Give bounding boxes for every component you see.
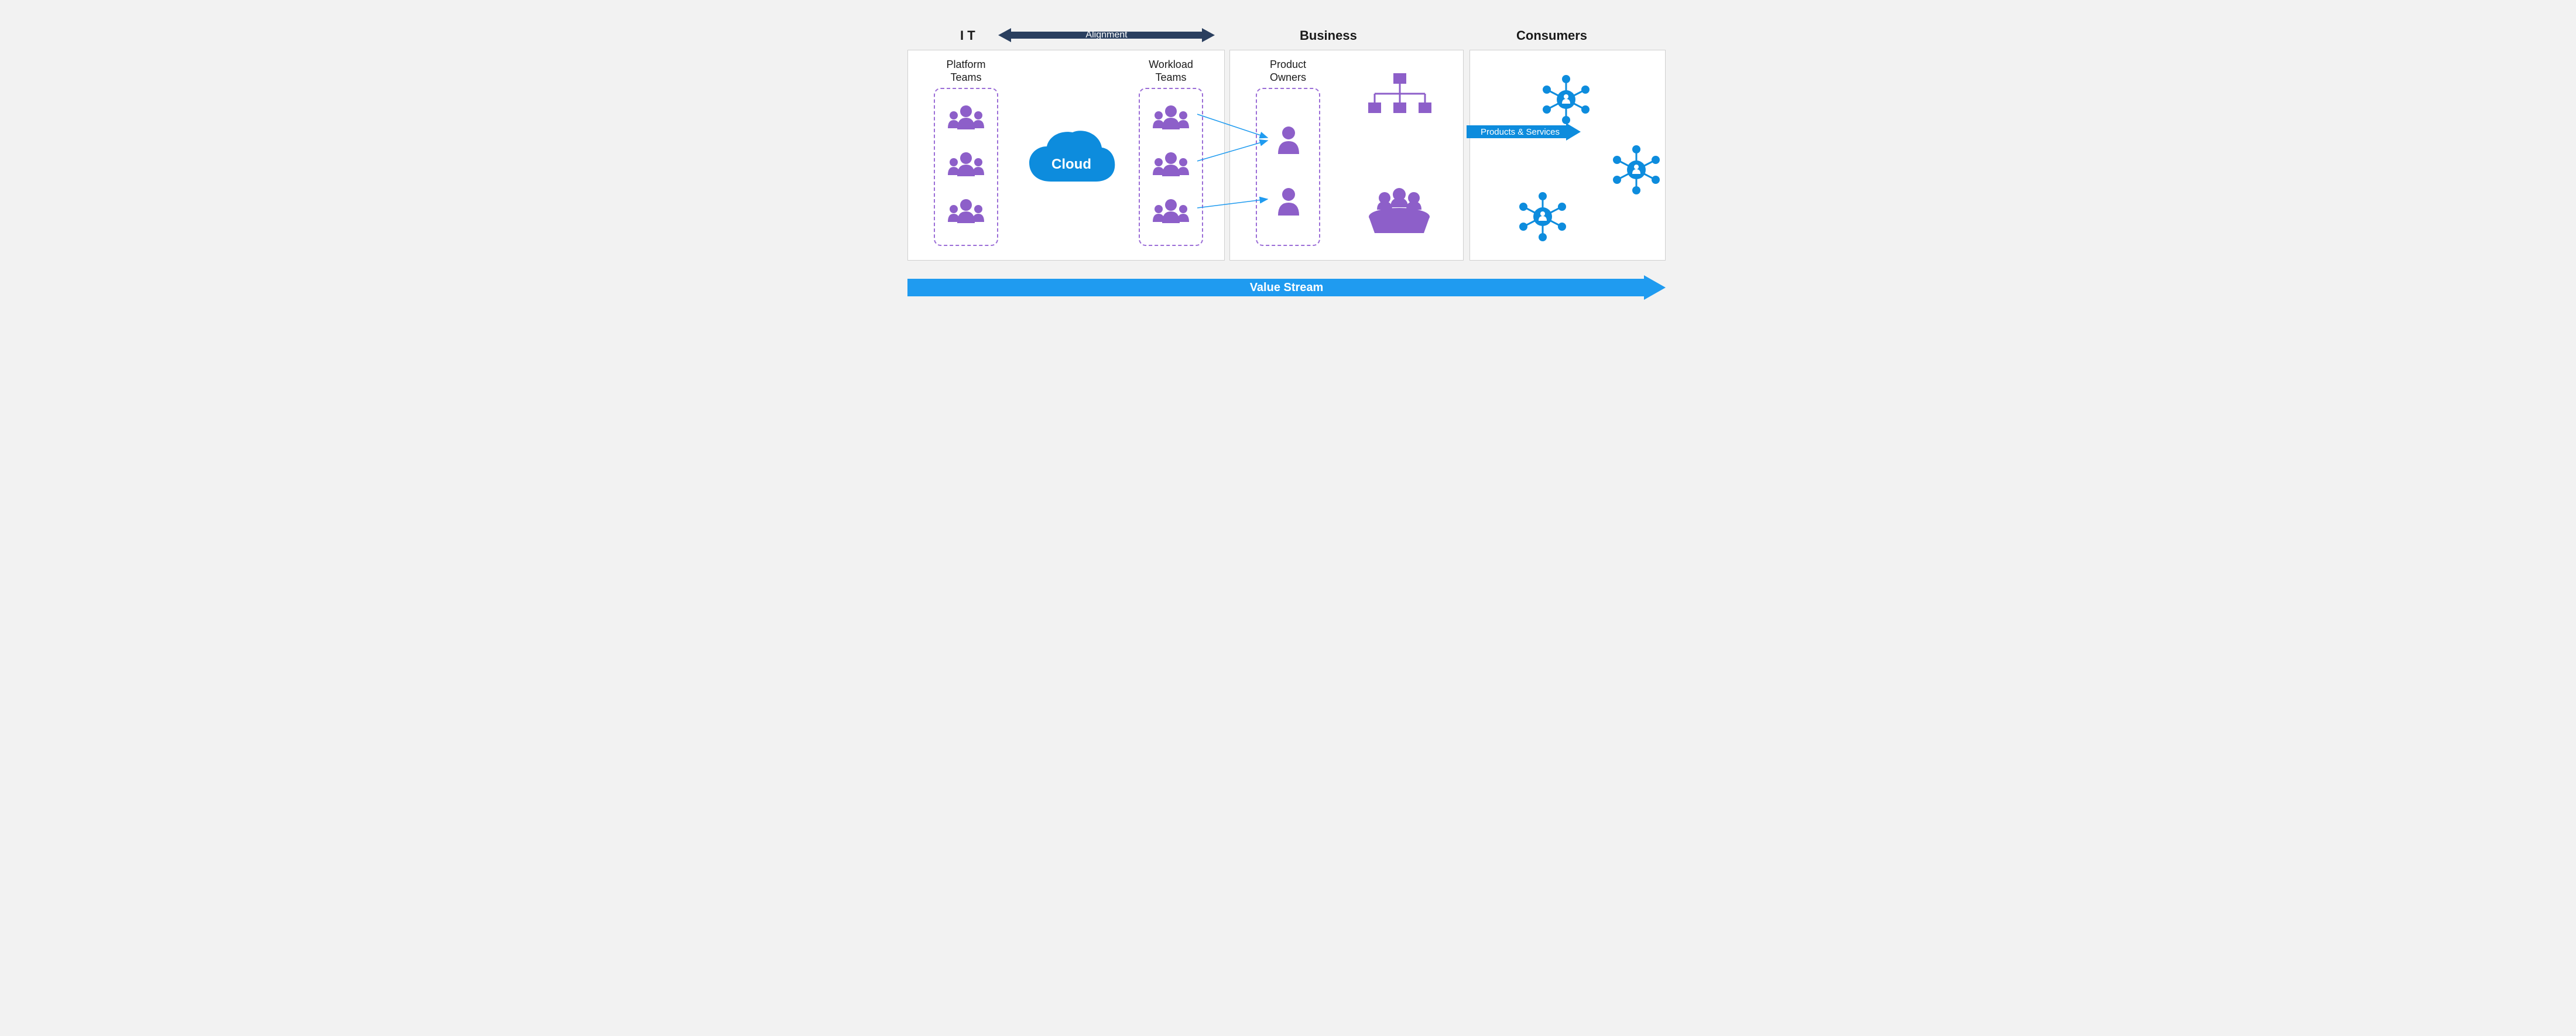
value-stream-label: Value Stream [1250,281,1324,295]
consumer-node-icon [1516,190,1569,243]
org-chart-icon [1364,70,1434,123]
diagram-canvas: I T Business Consumers Alignment Platfor… [878,23,1698,334]
consumer-node-icon [1540,73,1592,126]
consumer-node-icon [1610,143,1663,196]
alignment-label: Alignment [1085,30,1127,40]
meeting-icon [1364,187,1434,240]
products-services-label: Products & Services [1481,127,1560,137]
value-stream-arrow: Value Stream [907,275,1666,300]
